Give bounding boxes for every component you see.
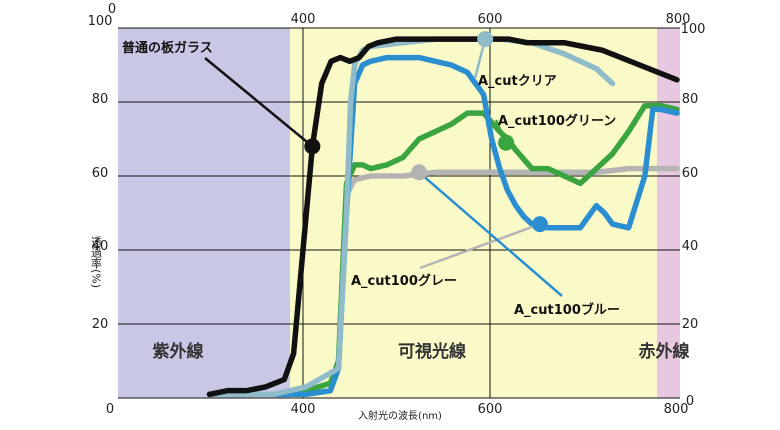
grid (118, 27, 680, 399)
y-tick-left-40: 40 (92, 239, 109, 254)
ir-region (657, 28, 680, 398)
x-tick-top-800: 800 (666, 12, 691, 27)
y-tick-left-100: 100 (88, 14, 113, 29)
annotation-normal-glass: 普通の板ガラス (122, 40, 213, 56)
annotation-clear: A_cutクリア (478, 74, 557, 89)
leader-line-4 (418, 171, 563, 297)
x-axis-label: 入射光の波長(nm) (358, 409, 442, 422)
region-label-uv: 紫外線 (153, 341, 204, 362)
x-tick-bottom-600: 600 (478, 402, 503, 417)
uv-region (118, 28, 290, 398)
series-marker-3 (531, 216, 548, 233)
x-tick-bottom-400: 400 (291, 402, 316, 417)
y-tick-left-60: 60 (92, 166, 109, 181)
y-axis-label: 透過率(%) (90, 236, 103, 288)
leader-line-0 (204, 57, 314, 148)
annotation-green: A_cut100グリーン (498, 113, 616, 129)
x-tick-bottom-800: 800 (664, 402, 689, 417)
series-marker-0 (304, 138, 321, 155)
y-tick-right-60: 60 (682, 166, 699, 181)
region-label-ir: 赤外線 (639, 341, 690, 362)
x-tick-top-400: 400 (291, 12, 316, 27)
leader-line-3 (419, 222, 541, 270)
region-label-visible: 可視光線 (398, 341, 466, 362)
y-tick-right-40: 40 (682, 239, 699, 254)
y-tick-left-20: 20 (92, 317, 109, 332)
series-marker-2 (498, 134, 515, 151)
y-tick-right-20: 20 (682, 317, 699, 332)
x-tick-top-0: 0 (108, 2, 116, 17)
series-marker-4 (411, 164, 428, 181)
y-tick-left-80: 80 (92, 92, 109, 107)
series-markers (304, 31, 548, 233)
series-line-0 (206, 36, 680, 398)
y-tick-right-0: 0 (686, 394, 694, 409)
annotation-gray: A_cut100グレー (351, 273, 457, 289)
annotation-blue: A_cut100ブルー (514, 302, 620, 318)
y-tick-left-0: 0 (106, 402, 114, 417)
x-tick-top-600: 600 (478, 12, 503, 27)
series-marker-1 (477, 31, 494, 48)
y-tick-right-100: 100 (681, 22, 706, 37)
y-tick-right-80: 80 (682, 92, 699, 107)
leader-lines (204, 38, 563, 297)
